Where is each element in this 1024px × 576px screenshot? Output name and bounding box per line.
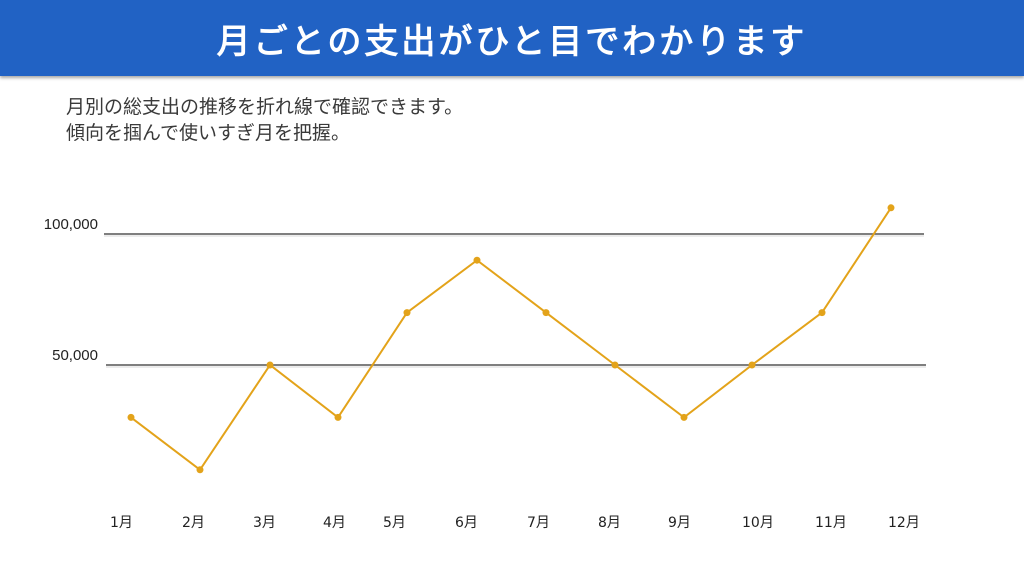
data-point-9月	[680, 413, 688, 421]
series-line	[130, 207, 892, 472]
description-line-2: 傾向を掴んで使いすぎ月を把握。	[66, 122, 351, 144]
x-tick-label: 5月	[383, 515, 406, 531]
gridlines	[104, 233, 926, 368]
x-tick-label: 10月	[742, 515, 774, 531]
series-points	[127, 204, 895, 474]
data-point-12月	[887, 204, 895, 212]
x-tick-label: 1月	[110, 515, 133, 531]
x-tick-label: 9月	[668, 515, 691, 531]
data-point-6月	[473, 256, 481, 264]
y-tick-label-100000: 100,000	[43, 216, 98, 233]
description-line-1: 月別の総支出の推移を折れ線で確認できます。	[66, 96, 464, 118]
x-tick-label: 6月	[455, 515, 478, 531]
x-tick-label: 2月	[182, 515, 205, 531]
x-tick-label: 12月	[888, 515, 920, 531]
title-banner: 月ごとの支出がひと目でわかります	[0, 0, 1024, 76]
data-point-7月	[542, 309, 550, 317]
x-tick-label: 7月	[527, 515, 550, 531]
page-title: 月ごとの支出がひと目でわかります	[216, 21, 808, 62]
data-point-3月	[266, 361, 274, 369]
data-point-5月	[403, 309, 411, 317]
data-point-2月	[196, 466, 204, 474]
data-point-8月	[611, 361, 619, 369]
x-tick-label: 3月	[253, 515, 276, 531]
data-point-1月	[127, 413, 135, 421]
x-tick-label: 4月	[323, 515, 346, 531]
data-point-10月	[748, 361, 756, 369]
data-point-4月	[334, 413, 342, 421]
x-tick-label: 11月	[815, 515, 847, 531]
y-tick-label-50000: 50,000	[52, 347, 98, 364]
data-point-11月	[818, 309, 826, 317]
x-tick-label: 8月	[598, 515, 621, 531]
description: 月別の総支出の推移を折れ線で確認できます。 傾向を掴んで使いすぎ月を把握。	[66, 94, 463, 146]
